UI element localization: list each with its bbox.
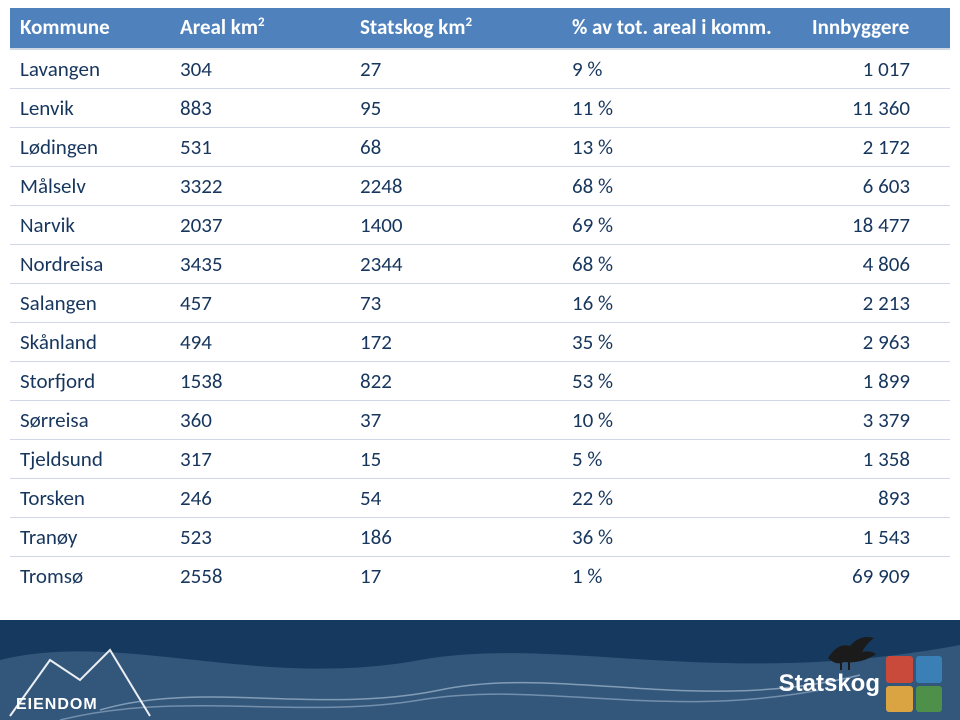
col-header-innbyggere: Innbyggere: [802, 8, 950, 49]
col-header-statskog: Statskog km2: [350, 8, 562, 49]
table-row: Lødingen5316813 %2 172: [10, 128, 950, 167]
cell-pct: 11 %: [562, 89, 802, 128]
cell-pct: 16 %: [562, 284, 802, 323]
cell-kommune: Nordreisa: [10, 245, 170, 284]
table-row: Tranøy52318636 %1 543: [10, 518, 950, 557]
cell-statskog: 54: [350, 479, 562, 518]
statskog-logo: Statskog: [779, 656, 942, 712]
cell-statskog: 73: [350, 284, 562, 323]
cell-pct: 1 %: [562, 557, 802, 596]
cell-kommune: Tranøy: [10, 518, 170, 557]
cell-kommune: Lødingen: [10, 128, 170, 167]
cell-pct: 22 %: [562, 479, 802, 518]
cell-kommune: Torsken: [10, 479, 170, 518]
table-row: Storfjord153882253 %1 899: [10, 362, 950, 401]
cell-innb: 1 899: [802, 362, 950, 401]
cell-innb: 2 213: [802, 284, 950, 323]
kommune-table: Kommune Areal km2 Statskog km2 % av tot.…: [10, 8, 950, 595]
col-header-kommune: Kommune: [10, 8, 170, 49]
table-row: Narvik2037140069 %18 477: [10, 206, 950, 245]
cell-statskog: 95: [350, 89, 562, 128]
cell-innb: 1 543: [802, 518, 950, 557]
cell-kommune: Sørreisa: [10, 401, 170, 440]
cell-innb: 69 909: [802, 557, 950, 596]
cell-kommune: Salangen: [10, 284, 170, 323]
cell-areal: 3435: [170, 245, 350, 284]
cell-pct: 36 %: [562, 518, 802, 557]
cell-areal: 246: [170, 479, 350, 518]
cell-areal: 1538: [170, 362, 350, 401]
cell-areal: 317: [170, 440, 350, 479]
table-row: Målselv3322224868 %6 603: [10, 167, 950, 206]
table-row: Torsken2465422 %893: [10, 479, 950, 518]
cell-innb: 1 017: [802, 49, 950, 89]
cell-areal: 3322: [170, 167, 350, 206]
cell-innb: 3 379: [802, 401, 950, 440]
cell-pct: 9 %: [562, 49, 802, 89]
table-header-row: Kommune Areal km2 Statskog km2 % av tot.…: [10, 8, 950, 49]
footer-band: EIENDOM Statskog: [0, 620, 960, 720]
table-row: Lavangen304279 %1 017: [10, 49, 950, 89]
cell-areal: 304: [170, 49, 350, 89]
cell-statskog: 2344: [350, 245, 562, 284]
cell-pct: 5 %: [562, 440, 802, 479]
cell-kommune: Lenvik: [10, 89, 170, 128]
table-body: Lavangen304279 %1 017Lenvik8839511 %11 3…: [10, 49, 950, 595]
cell-areal: 2558: [170, 557, 350, 596]
cell-innb: 893: [802, 479, 950, 518]
cell-statskog: 1400: [350, 206, 562, 245]
table-row: Skånland49417235 %2 963: [10, 323, 950, 362]
col-header-pct: % av tot. areal i komm.: [562, 8, 802, 49]
statskog-logo-text: Statskog: [779, 670, 880, 698]
cell-innb: 4 806: [802, 245, 950, 284]
col-header-areal: Areal km2: [170, 8, 350, 49]
cell-kommune: Tjeldsund: [10, 440, 170, 479]
cell-statskog: 17: [350, 557, 562, 596]
cell-statskog: 15: [350, 440, 562, 479]
cell-areal: 2037: [170, 206, 350, 245]
data-table-container: Kommune Areal km2 Statskog km2 % av tot.…: [0, 0, 960, 595]
cell-kommune: Tromsø: [10, 557, 170, 596]
cell-statskog: 186: [350, 518, 562, 557]
cell-pct: 69 %: [562, 206, 802, 245]
cell-innb: 1 358: [802, 440, 950, 479]
cell-kommune: Målselv: [10, 167, 170, 206]
cell-areal: 457: [170, 284, 350, 323]
cell-areal: 360: [170, 401, 350, 440]
cell-statskog: 2248: [350, 167, 562, 206]
table-row: Tjeldsund317155 %1 358: [10, 440, 950, 479]
cell-statskog: 172: [350, 323, 562, 362]
cell-areal: 494: [170, 323, 350, 362]
cell-pct: 68 %: [562, 167, 802, 206]
cell-kommune: Narvik: [10, 206, 170, 245]
table-row: Salangen4577316 %2 213: [10, 284, 950, 323]
table-row: Sørreisa3603710 %3 379: [10, 401, 950, 440]
cell-statskog: 68: [350, 128, 562, 167]
statskog-logo-mark-icon: [886, 656, 942, 712]
cell-statskog: 37: [350, 401, 562, 440]
cell-kommune: Storfjord: [10, 362, 170, 401]
cell-statskog: 27: [350, 49, 562, 89]
cell-innb: 2 172: [802, 128, 950, 167]
cell-pct: 53 %: [562, 362, 802, 401]
cell-kommune: Skånland: [10, 323, 170, 362]
cell-areal: 883: [170, 89, 350, 128]
cell-innb: 11 360: [802, 89, 950, 128]
cell-pct: 13 %: [562, 128, 802, 167]
cell-areal: 523: [170, 518, 350, 557]
cell-statskog: 822: [350, 362, 562, 401]
table-row: Nordreisa3435234468 %4 806: [10, 245, 950, 284]
table-row: Tromsø2558171 %69 909: [10, 557, 950, 596]
cell-pct: 35 %: [562, 323, 802, 362]
table-row: Lenvik8839511 %11 360: [10, 89, 950, 128]
cell-areal: 531: [170, 128, 350, 167]
cell-pct: 10 %: [562, 401, 802, 440]
eiendom-label: EIENDOM: [16, 696, 98, 714]
cell-kommune: Lavangen: [10, 49, 170, 89]
cell-pct: 68 %: [562, 245, 802, 284]
cell-innb: 18 477: [802, 206, 950, 245]
cell-innb: 2 963: [802, 323, 950, 362]
cell-innb: 6 603: [802, 167, 950, 206]
